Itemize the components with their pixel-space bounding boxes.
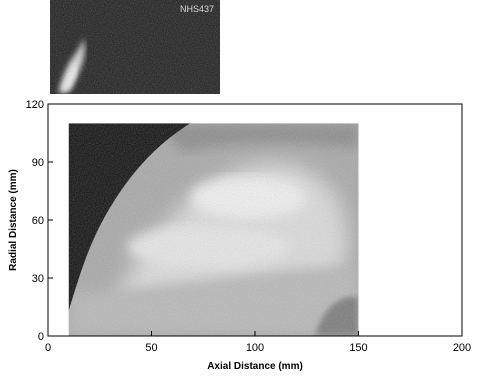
y-tick-label: 30 xyxy=(32,273,44,285)
y-tick-label: 0 xyxy=(38,331,44,343)
chart: 0 50 100 150 200 0 30 60 90 120 Axial Distance (… xyxy=(8,99,471,372)
x-axis: 0 50 100 150 200 xyxy=(45,331,471,354)
x-tick-label: 50 xyxy=(145,342,157,354)
y-tick-label: 90 xyxy=(32,157,44,169)
y-axis-title: Radial Distance (mm) xyxy=(8,169,19,271)
y-tick-label: 120 xyxy=(26,99,44,111)
inset-photo: NHS437 xyxy=(50,0,220,94)
x-axis-title: Axial Distance (mm) xyxy=(207,361,303,372)
x-tick-label: 200 xyxy=(453,342,471,354)
y-axis: 0 30 60 90 120 xyxy=(26,99,53,343)
x-tick-label: 100 xyxy=(246,342,264,354)
x-tick-label: 150 xyxy=(349,342,367,354)
x-tick-label: 0 xyxy=(45,342,51,354)
heatmap-image xyxy=(68,123,359,336)
inset-label: NHS437 xyxy=(180,4,214,14)
y-tick-label: 60 xyxy=(32,215,44,227)
